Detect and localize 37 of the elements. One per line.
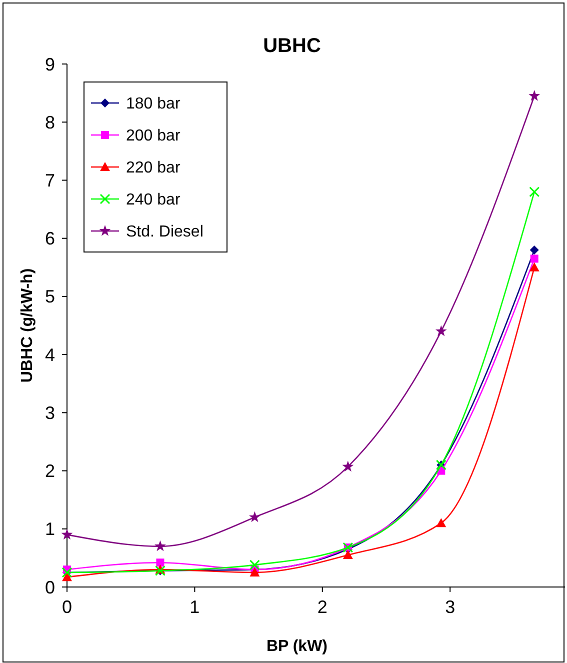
y-axis-title: UBHC (g/kW-h) (19, 268, 36, 383)
point (342, 460, 354, 472)
y-tick-label: 0 (44, 577, 55, 598)
legend-label: 240 bar (126, 192, 181, 209)
y-tick-label: 1 (44, 519, 55, 540)
point (530, 254, 538, 263)
point (530, 245, 539, 254)
point (156, 558, 164, 567)
y-tick-label: 7 (44, 170, 55, 191)
y-tick-label: 4 (44, 344, 55, 365)
point (61, 528, 73, 540)
legend-label: 180 bar (126, 96, 181, 113)
x-tick-label: 3 (445, 597, 456, 617)
chart-title: UBHC (263, 35, 321, 57)
point (529, 262, 540, 272)
y-tick-label: 9 (44, 54, 55, 74)
y-tick-label: 6 (44, 228, 55, 249)
x-tick-label: 0 (62, 597, 72, 617)
y-tick-label: 8 (44, 112, 55, 132)
point (435, 325, 447, 336)
point (249, 511, 260, 522)
point (249, 560, 260, 570)
point (342, 550, 353, 560)
y-tick-label: 2 (44, 461, 55, 482)
point (154, 540, 166, 552)
x-tick-label: 2 (317, 597, 328, 617)
point (436, 518, 446, 528)
legend-label: 220 bar (126, 160, 181, 177)
x-axis-title: BP (kW) (266, 638, 328, 655)
y-tick-label: 5 (44, 286, 55, 307)
x-tick-label: 1 (190, 597, 200, 617)
point (529, 186, 540, 198)
y-tick-label: 3 (44, 402, 55, 423)
point (62, 572, 72, 582)
point (528, 90, 540, 101)
legend-label: 200 bar (126, 128, 181, 145)
legend-label: Std. Diesel (126, 224, 204, 241)
